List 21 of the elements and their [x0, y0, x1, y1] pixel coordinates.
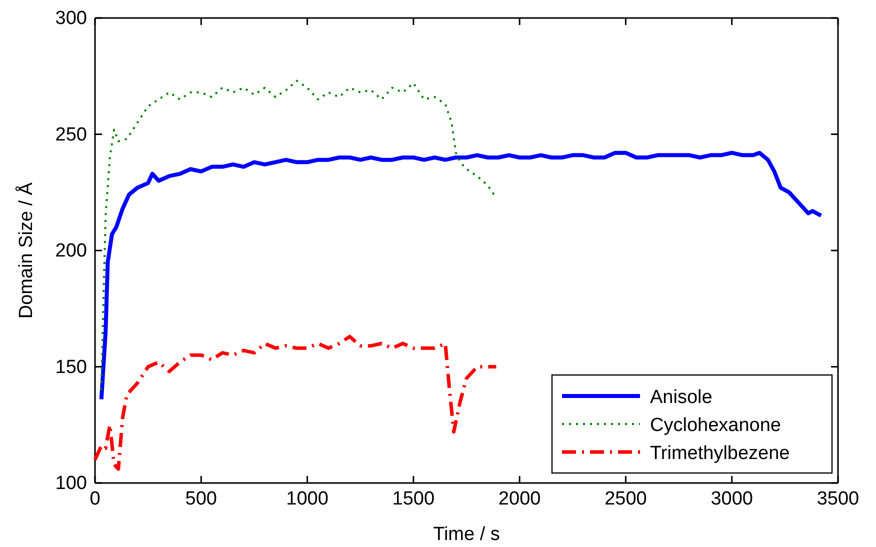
line-series [99, 150, 824, 402]
y-tick-label: 250 [55, 124, 87, 146]
line-series [93, 334, 498, 471]
y-tick-label: 100 [55, 473, 87, 494]
x-tick-label: 500 [185, 488, 217, 510]
x-tick-label: 1000 [286, 488, 328, 510]
legend-label: Anisole [650, 387, 712, 408]
y-tick-label: 150 [55, 356, 87, 378]
x-tick-label: 1500 [392, 488, 435, 510]
line-series [100, 80, 496, 391]
legend-label: Cyclohexanone [650, 415, 781, 436]
x-tick-label: 2500 [604, 488, 647, 510]
x-tick-label: 3500 [816, 488, 860, 510]
x-axis-title: Time / s [433, 524, 500, 545]
y-tick-label: 300 [55, 8, 87, 30]
x-tick-label: 0 [90, 488, 100, 510]
x-tick-label: 2000 [498, 488, 541, 510]
y-tick-label: 200 [55, 240, 87, 262]
x-tick-label: 3000 [710, 488, 753, 510]
legend-label: Trimethylbezene [650, 443, 790, 464]
y-axis-title: Domain Size / Å [15, 182, 37, 319]
